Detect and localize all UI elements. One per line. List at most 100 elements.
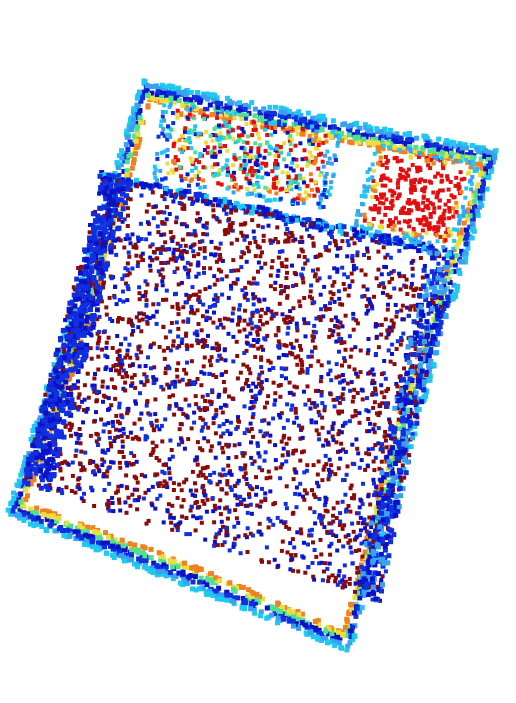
point [334,339,339,344]
point [250,173,255,178]
point [119,537,125,543]
point [327,275,332,280]
point [95,317,100,322]
point [354,535,359,540]
point [271,502,276,507]
point [258,314,263,319]
point [454,175,459,180]
point [100,540,106,546]
point [288,148,293,153]
point [449,141,455,147]
point [328,328,333,333]
point [117,428,122,433]
point [132,561,137,567]
point [192,254,196,259]
point [135,124,140,130]
point [139,119,145,125]
point [134,315,139,320]
point [249,511,254,516]
point [362,212,367,217]
point [56,515,62,521]
point [136,140,142,146]
point [162,197,167,202]
point [32,515,38,521]
point [154,456,159,460]
point [175,108,180,113]
point [250,218,255,223]
point [345,629,351,635]
point [114,427,119,432]
point [349,606,354,612]
point [336,640,342,646]
point [266,223,271,228]
point [151,375,156,380]
point [297,121,303,127]
point [248,594,254,600]
point [158,123,163,128]
point [119,434,124,439]
point [176,570,182,576]
point [211,97,217,103]
point [237,307,242,312]
point [348,354,353,359]
point [97,469,102,474]
point [391,269,396,274]
point [336,409,341,414]
point [287,390,292,395]
point [252,459,257,464]
point [367,371,372,375]
point [352,387,357,392]
point [242,431,247,436]
point [48,521,54,527]
point [448,289,454,295]
point [302,497,307,502]
point [462,252,467,258]
point [366,255,371,260]
point [200,239,205,244]
point [41,512,47,518]
point [240,451,245,456]
point [158,481,163,486]
point [237,133,241,138]
point [372,430,377,435]
point [258,504,263,509]
point [171,121,176,126]
point [275,144,280,149]
point [312,619,318,624]
point [171,481,176,486]
point [398,173,403,177]
point [286,113,292,119]
point [416,155,421,159]
point [319,307,324,312]
point [248,149,253,154]
point [385,176,390,181]
point [159,119,164,124]
point [132,421,137,426]
point [349,380,354,385]
point [353,537,357,542]
point [414,241,420,246]
point [442,247,448,253]
point [143,279,148,284]
point [148,568,154,574]
point [334,516,339,520]
point [169,520,174,525]
point [424,230,429,235]
point [17,515,22,521]
point [144,521,149,526]
point [201,579,207,585]
point [311,268,315,273]
point [159,261,164,265]
point [266,308,271,313]
point [243,381,248,386]
point [308,363,313,368]
point [418,287,423,292]
point [284,257,289,262]
point [389,318,394,323]
point [256,451,261,456]
point [332,404,337,409]
point [155,569,161,575]
point [306,354,311,359]
point [198,216,202,221]
point [395,339,400,344]
